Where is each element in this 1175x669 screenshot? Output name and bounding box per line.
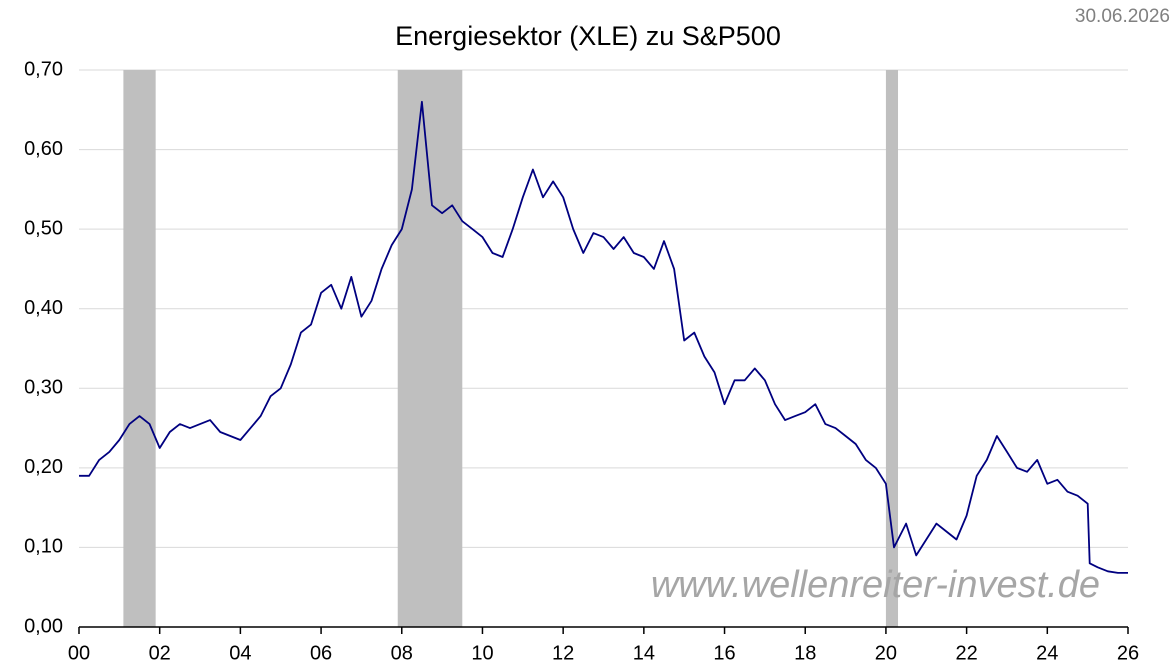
x-tick-label: 02: [149, 642, 171, 664]
y-tick-label: 0,70: [24, 58, 63, 80]
chart-title: Energiesektor (XLE) zu S&P500: [395, 21, 781, 51]
x-tick-label: 16: [713, 642, 735, 664]
y-tick-label: 0,20: [24, 456, 63, 478]
x-tick-label: 08: [391, 642, 413, 664]
y-tick-label: 0,10: [24, 536, 63, 558]
x-tick-label: 20: [875, 642, 897, 664]
y-tick-label: 0,00: [24, 615, 63, 637]
x-tick-label: 12: [552, 642, 574, 664]
y-tick-label: 0,30: [24, 377, 63, 399]
x-tick-label: 14: [633, 642, 655, 664]
shaded-period: [885, 70, 899, 627]
x-tick-label: 10: [471, 642, 493, 664]
shaded-period: [123, 70, 156, 627]
watermark: www.wellenreiter-invest.de: [651, 564, 1100, 606]
y-tick-label: 0,60: [24, 138, 63, 160]
x-tick-label: 22: [955, 642, 977, 664]
x-tick-label: 24: [1036, 642, 1058, 664]
x-tick-label: 26: [1117, 642, 1139, 664]
line-series: [79, 100, 1128, 574]
x-tick-label: 06: [310, 642, 332, 664]
y-tick-label: 0,50: [24, 217, 63, 239]
y-tick-label: 0,40: [24, 297, 63, 319]
x-tick-label: 04: [229, 642, 251, 664]
shaded-period: [397, 70, 463, 627]
x-tick-label: 18: [794, 642, 816, 664]
x-tick-label: 00: [68, 642, 90, 664]
date: 30.06.2026: [1075, 6, 1170, 27]
